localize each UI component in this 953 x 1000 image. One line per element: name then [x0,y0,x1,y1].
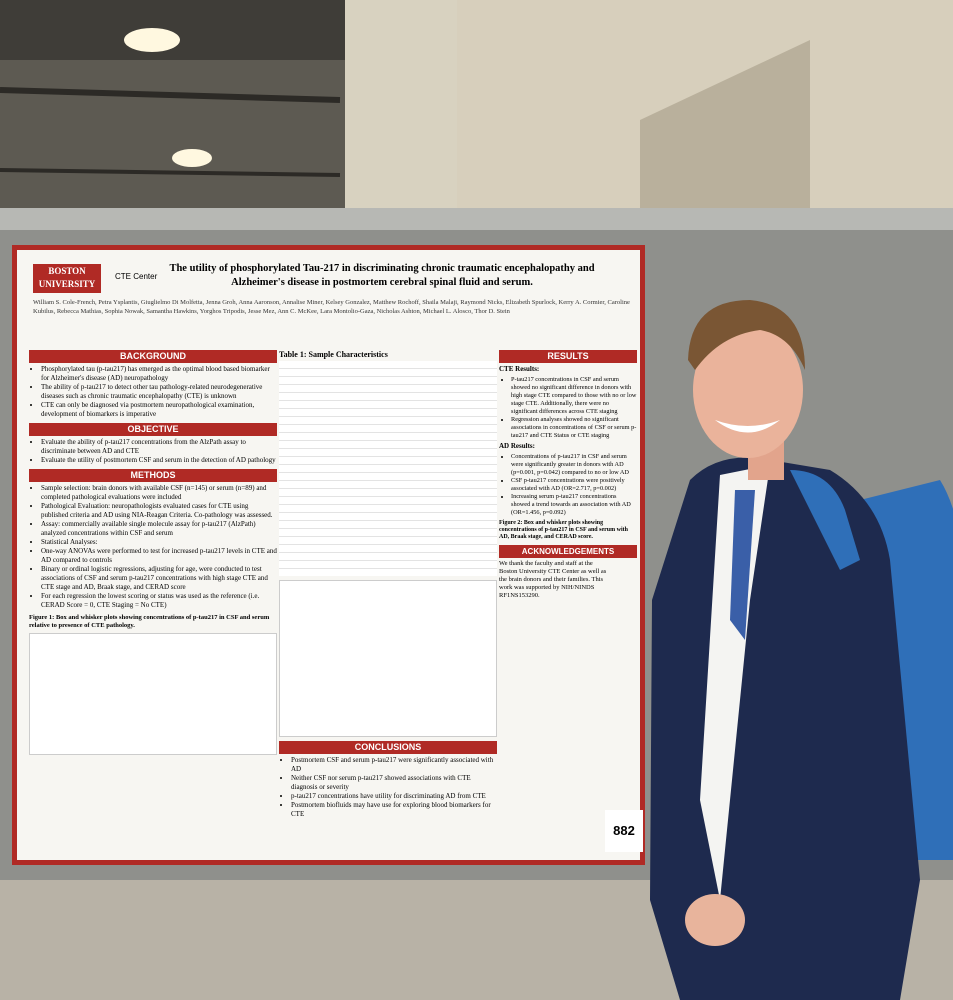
acknowledgements: We thank the faculty and staff at the Bo… [499,560,607,599]
table [279,361,497,576]
light [124,28,180,52]
list-item: Postmortem biofluids may have use for ex… [291,801,497,819]
list-item: For each regression the lowest scoring o… [41,592,277,610]
center-name: CTE Center [115,272,158,281]
pillar [345,0,457,220]
table-title: Table 1: Sample Characteristics [279,350,388,359]
light [172,149,212,167]
section-heading: BACKGROUND [29,350,277,363]
section-heading: RESULTS [499,350,637,363]
list: Postmortem CSF and serum p-tau217 were s… [279,756,497,819]
middle-column: Table 1: Sample Characteristics CONCLUSI… [279,350,497,819]
subheading: AD Results: [499,442,535,450]
poster: BOSTON UNIVERSITY CTE Center The utility… [12,245,645,865]
face [693,322,803,458]
list-item: Statistical Analyses: [41,538,277,547]
backpack-strap [790,470,860,570]
list-item: Evaluate the ability of p-tau217 concent… [41,438,277,456]
figure-caption: Figure 2: Box and whisker plots showing … [499,520,628,540]
section-heading: OBJECTIVE [29,423,277,436]
authors: William S. Cole-French, Petra Ysplantis,… [33,299,630,315]
section-heading: METHODS [29,469,277,482]
list-item: P-tau217 concentrations in CSF and serum… [511,376,637,416]
list-item: Binary or ordinal logistic regressions, … [41,565,277,592]
hair [688,300,805,370]
shirt [700,465,770,900]
beam [0,168,341,177]
list-item: Neither CSF nor serum p-tau217 showed as… [291,774,497,792]
logo: BOSTON UNIVERSITY [33,264,101,293]
list-item: Concentrations of p-tau217 in CSF and se… [511,453,637,477]
list-item: CSF p-tau217 concentrations were positiv… [511,477,637,493]
list-item: p-tau217 concentrations have utility for… [291,792,497,801]
figure [279,580,497,737]
board-number: 882 [605,810,643,852]
left-column: BACKGROUND Phosphorylated tau (p-tau217)… [29,350,277,755]
list: P-tau217 concentrations in CSF and serum… [499,376,637,440]
list-item: Phosphorylated tau (p-tau217) has emerge… [41,365,277,383]
smile [715,420,780,433]
subheading: CTE Results: [499,365,540,373]
poster-title: The utility of phosphorylated Tau-217 in… [169,263,595,288]
board-frame [0,208,953,230]
hands [685,894,745,946]
list-item: Pathological Evaluation: neuropathologis… [41,502,277,520]
list-item: Evaluate the utility of postmortem CSF a… [41,456,277,465]
section-heading: ACKNOWLEDGEMENTS [499,545,637,558]
list-item: Regression analyses showed no significan… [511,416,637,440]
tie [730,490,755,640]
list: Phosphorylated tau (p-tau217) has emerge… [29,365,277,419]
beam [0,87,341,103]
figure-caption: Figure 1: Box and whisker plots showing … [29,614,270,629]
list: Evaluate the ability of p-tau217 concent… [29,438,277,465]
wall-recess [640,40,810,240]
list-item: Sample selection: brain donors with avai… [41,484,277,502]
figure [29,633,277,755]
list: Sample selection: brain donors with avai… [29,484,277,610]
list-item: Postmortem CSF and serum p-tau217 were s… [291,756,497,774]
list-item: One-way ANOVAs were performed to test fo… [41,547,277,565]
list-item: Assay: commercially available single mol… [41,520,277,538]
list-item: Increasing serum p-tau217 concentrations… [511,493,637,517]
list-item: CTE can only be diagnosed via postmortem… [41,401,277,419]
list: Concentrations of p-tau217 in CSF and se… [499,453,637,517]
right-column: RESULTS CTE Results: P-tau217 concentrat… [499,350,637,600]
list-item: The ability of p-tau217 to detect other … [41,383,277,401]
section-heading: CONCLUSIONS [279,741,497,754]
